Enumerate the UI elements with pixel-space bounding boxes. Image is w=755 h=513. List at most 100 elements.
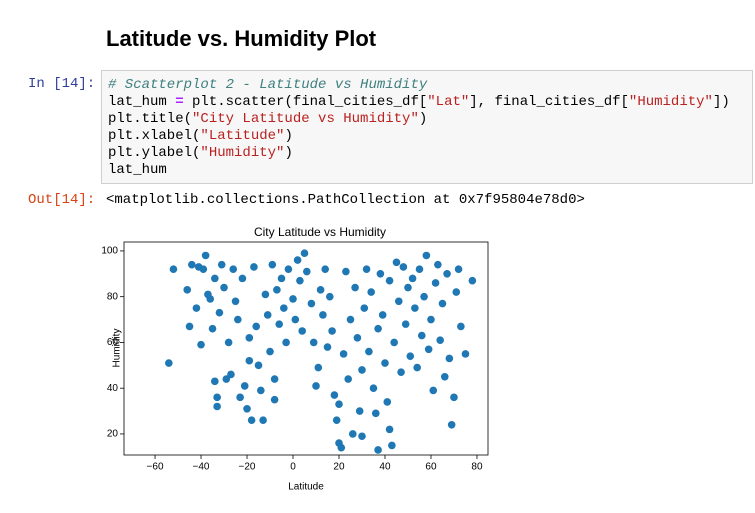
- code: # Scatterplot 2 - Latitude vs Humidity l…: [108, 77, 730, 179]
- y-axis-label: Humidity: [112, 329, 123, 368]
- code-token: lat_hum: [108, 94, 176, 110]
- comment: # Scatterplot 2 - Latitude vs Humidity: [108, 77, 428, 93]
- point: [280, 304, 288, 312]
- point: [169, 265, 178, 274]
- point: [300, 249, 309, 258]
- point: [374, 446, 382, 454]
- point: [197, 340, 205, 349]
- point: [353, 334, 362, 342]
- output-text: <matplotlib.collections.PathCollection a…: [106, 192, 585, 208]
- point: [452, 288, 461, 296]
- point: [342, 267, 350, 276]
- code-token: plt.xlabel(: [108, 128, 201, 144]
- point: [215, 308, 224, 317]
- point: [259, 416, 267, 425]
- point: [275, 320, 284, 328]
- out-prompt: Out[14]:: [28, 192, 96, 208]
- point: [369, 384, 378, 392]
- x-tick-label: 40: [379, 462, 391, 473]
- code-token: ], final_cities_df[: [469, 94, 629, 110]
- point: [307, 299, 316, 308]
- point: [282, 338, 290, 347]
- y-tick-label: 60: [107, 337, 119, 348]
- point: [376, 270, 385, 278]
- point: [257, 386, 265, 395]
- point: [420, 292, 428, 301]
- point: [415, 265, 424, 274]
- point: [330, 391, 339, 399]
- code-cell[interactable]: # Scatterplot 2 - Latitude vs Humidity l…: [101, 70, 753, 184]
- x-tick-label: −20: [239, 462, 256, 473]
- point: [192, 304, 201, 312]
- point: [263, 311, 272, 319]
- string: "City Latitude vs Humidity": [192, 111, 419, 127]
- point: [348, 430, 357, 438]
- point: [385, 276, 394, 285]
- point: [390, 338, 398, 347]
- point: [392, 258, 401, 267]
- point: [293, 256, 302, 264]
- x-tick-label: 80: [471, 462, 483, 473]
- point: [261, 290, 270, 299]
- point: [323, 343, 332, 351]
- point: [231, 297, 240, 306]
- point: [243, 404, 251, 413]
- point: [424, 345, 433, 354]
- point: [236, 393, 244, 402]
- point: [291, 315, 300, 324]
- point: [411, 304, 419, 312]
- point: [344, 375, 352, 383]
- plot-frame: [123, 241, 489, 456]
- point: [213, 393, 221, 402]
- point: [447, 421, 456, 429]
- point: [183, 286, 192, 294]
- point: [401, 320, 410, 328]
- point: [417, 331, 426, 340]
- point: [408, 274, 417, 283]
- point: [431, 279, 440, 287]
- point: [328, 327, 336, 335]
- point: [335, 400, 343, 409]
- chart-title: City Latitude vs Humidity: [254, 225, 386, 239]
- point: [303, 267, 311, 276]
- point: [397, 368, 405, 376]
- point: [450, 393, 458, 402]
- point: [268, 260, 277, 269]
- point: [266, 347, 274, 356]
- point: [346, 315, 355, 324]
- point: [224, 338, 233, 347]
- point: [358, 366, 366, 374]
- point: [351, 283, 359, 292]
- point: [319, 311, 327, 319]
- point: [360, 304, 369, 312]
- point: [208, 324, 217, 333]
- point: [339, 350, 348, 358]
- string: "Latitude": [200, 128, 285, 144]
- point: [436, 336, 444, 344]
- heading: Latitude vs. Humidity Plot: [106, 26, 377, 51]
- point: [206, 295, 215, 303]
- point: [355, 407, 364, 415]
- point: [413, 363, 421, 372]
- x-axis-label: Latitude: [288, 482, 324, 493]
- point: [378, 311, 387, 319]
- x-tick-label: −60: [147, 462, 164, 473]
- point: [252, 322, 261, 331]
- point: [220, 283, 228, 292]
- code-token: plt.ylabel(: [108, 145, 201, 161]
- point: [270, 375, 279, 383]
- chart: City Latitude vs Humidity Latitude Humid…: [101, 225, 489, 493]
- point: [314, 363, 323, 372]
- point: [445, 354, 454, 363]
- point: [284, 265, 293, 274]
- string: "Humidity": [628, 94, 713, 110]
- point: [365, 347, 373, 356]
- point: [296, 276, 304, 285]
- y-tick-label: 40: [107, 383, 119, 394]
- point: [399, 263, 408, 271]
- point: [468, 276, 477, 285]
- point: [434, 260, 442, 269]
- point: [199, 265, 208, 274]
- point: [229, 265, 238, 274]
- point: [332, 416, 341, 425]
